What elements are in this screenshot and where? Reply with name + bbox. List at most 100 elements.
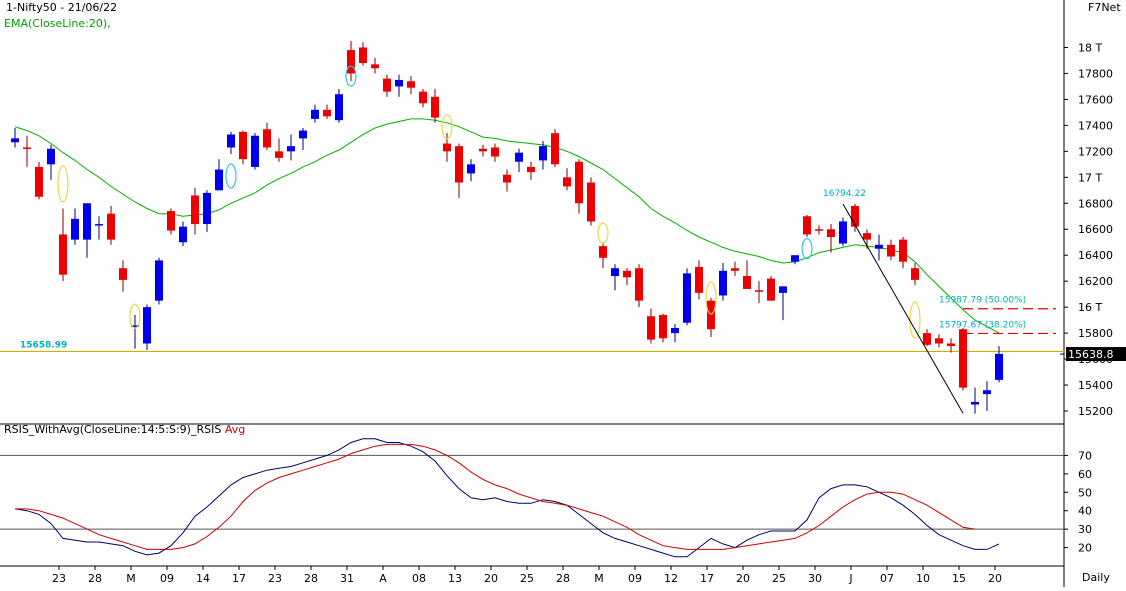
candle-body[interactable] [491,147,499,157]
time-x-tick-label: 20 [736,572,750,585]
price-y-tick-label: 17400 [1078,119,1113,132]
candle-body[interactable] [527,166,535,173]
candle-body[interactable] [779,286,787,293]
candle-body[interactable] [575,161,583,204]
candle-body[interactable] [863,233,871,240]
candle-body[interactable] [851,205,859,227]
candle-body[interactable] [23,147,31,149]
candle-body[interactable] [251,135,259,167]
candle-body[interactable] [947,343,955,347]
candle-body[interactable] [59,234,67,275]
candle-body[interactable] [215,169,223,191]
candle-body[interactable] [287,146,295,152]
candle-body[interactable] [275,151,283,158]
candle-body[interactable] [635,268,643,301]
brand-label: F7Net [1088,1,1121,14]
candle-body[interactable] [323,109,331,117]
candle-body[interactable] [47,148,55,165]
candle-body[interactable] [815,229,823,231]
rsi-y-tick-label: 50 [1078,486,1092,499]
candle-body[interactable] [359,47,367,64]
candle-body[interactable] [719,270,727,296]
candle-body[interactable] [335,94,343,121]
candle-body[interactable] [935,338,943,344]
candle-body[interactable] [455,146,463,183]
price-y-tick-label: 17600 [1078,93,1113,106]
candle-body[interactable] [551,133,559,165]
candle-body[interactable] [743,275,751,289]
candle-body[interactable] [227,134,235,148]
candle-body[interactable] [875,244,883,249]
candle-body[interactable] [707,300,715,330]
candle-body[interactable] [467,164,475,174]
candle-body[interactable] [683,273,691,323]
candle-body[interactable] [887,244,895,257]
candle-body[interactable] [191,195,199,225]
price-y-tick-label: 15200 [1078,405,1113,418]
candle-body[interactable] [995,353,1003,380]
candle-body[interactable] [11,138,19,143]
rsi-y-tick-label: 40 [1078,505,1092,518]
candle-body[interactable] [623,270,631,278]
candle-body[interactable] [371,64,379,69]
candle-body[interactable] [839,221,847,244]
candle-body[interactable] [659,314,667,339]
candle-body[interactable] [647,316,655,340]
candle-body[interactable] [83,203,91,240]
candle-body[interactable] [395,79,403,87]
candle-body[interactable] [587,182,595,222]
time-x-tick-label: 10 [916,572,930,585]
candle-body[interactable] [959,329,967,388]
candle-body[interactable] [431,96,439,118]
candle-body[interactable] [95,224,103,226]
candle-body[interactable] [911,268,919,280]
candle-body[interactable] [479,148,487,152]
candle-body[interactable] [791,255,799,262]
candle-body[interactable] [131,325,139,327]
time-x-tick-label: 20 [484,572,498,585]
candle-body[interactable] [899,239,907,262]
candle-body[interactable] [767,278,775,301]
candle-body[interactable] [107,213,115,240]
candle-body[interactable] [383,78,391,92]
fibonacci-level-label: 15987.79 (50.00%) [939,296,1026,306]
candle-body[interactable] [611,268,619,276]
candle-body[interactable] [239,131,247,160]
candle-body[interactable] [983,390,991,395]
candle-body[interactable] [503,174,511,183]
candle-body[interactable] [731,268,739,271]
candle-body[interactable] [827,229,835,238]
candle-body[interactable] [263,129,271,148]
candle-body[interactable] [347,50,355,74]
candle-body[interactable] [419,91,427,104]
rsi-legend-main: RSIS_WithAvg(CloseLine:14:5:S:9)_RSIS [4,423,222,436]
candle-body[interactable] [971,401,979,405]
candle-body[interactable] [563,177,571,187]
candle-body[interactable] [671,327,679,334]
candle-body[interactable] [71,218,79,240]
candle-body[interactable] [203,192,211,225]
candle-body[interactable] [143,307,151,344]
candle-body[interactable] [299,130,307,139]
candle-body[interactable] [755,290,763,292]
price-y-tick-label: 16200 [1078,275,1113,288]
candle-body[interactable] [515,152,523,162]
candle-body[interactable] [119,268,127,280]
candle-body[interactable] [599,246,607,258]
rsi-y-tick-label: 30 [1078,523,1092,536]
candle-body[interactable] [539,146,547,161]
candle-body[interactable] [35,166,43,197]
candle-body[interactable] [167,211,175,231]
pattern-marker [909,301,921,339]
candle-body[interactable] [695,266,703,293]
candle-body[interactable] [311,109,319,119]
candle-body[interactable] [155,260,163,301]
candle-body[interactable] [407,81,415,88]
candle-body[interactable] [923,333,931,345]
candle-body[interactable] [803,216,811,235]
candle-body[interactable] [179,226,187,243]
rsi-y-tick-label: 20 [1078,542,1092,555]
candle-body[interactable] [443,143,451,152]
pattern-marker [597,222,609,244]
